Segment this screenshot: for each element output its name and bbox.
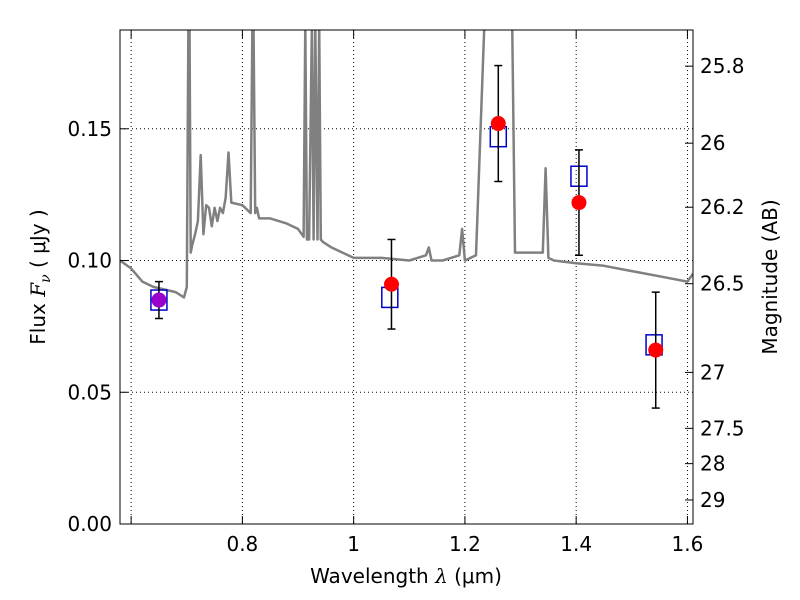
x-axis-title: Wavelength λ (μm) [310,564,502,588]
mag-tick-label: 27.5 [700,416,745,440]
model-spectrum [120,30,693,299]
axis-ticks: 0.8 1 1.2 1.4 1.6 0.00 0.05 0.10 0.15 25.8 26 26.2 2… [67,30,745,556]
mag-tick-label: 25.8 [700,54,745,78]
observed-flux-point [490,116,506,132]
mag-tick-label: 26.5 [700,272,745,296]
y2-axis-title: Magnitude (AB) [758,199,782,354]
y-axis-title: Flux Fν ( μJy ) [26,209,54,344]
y-tick-label: 0.05 [67,380,112,404]
x-tick-label: 1.6 [672,532,704,556]
y-tick-label: 0.00 [67,512,112,536]
x-tick-label: 1 [347,532,360,556]
mag-tick-label: 28 [700,452,725,476]
observed-flux-point [571,195,587,211]
mag-tick-label: 26 [700,131,725,155]
x-tick-label: 1.4 [560,532,592,556]
x-tick-label: 1.2 [449,532,481,556]
mag-tick-label: 29 [700,488,725,512]
mag-tick-label: 26.2 [700,195,745,219]
model-spectrum-line [120,30,693,299]
y-tick-label: 0.10 [67,249,112,273]
data-points [150,64,664,409]
observed-flux-point [648,342,664,358]
observed-flux-point [151,292,167,308]
observed-flux-point [383,276,399,292]
plot-frame [119,29,694,525]
y-tick-label: 0.15 [67,117,112,141]
mag-tick-label: 27 [700,360,725,384]
grid [120,30,693,524]
x-tick-label: 0.8 [226,532,258,556]
